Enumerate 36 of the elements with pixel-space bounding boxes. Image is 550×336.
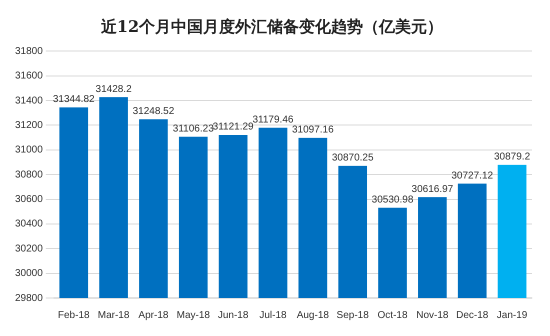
data-label: 30727.12 [451, 170, 494, 182]
x-tick-label: Nov-18 [416, 310, 449, 321]
y-tick-label: 30400 [14, 218, 44, 230]
data-label: 31097.16 [292, 124, 334, 136]
x-tick-label: Oct-18 [378, 310, 408, 321]
data-label: 31106.23 [172, 124, 214, 135]
x-tick-label: Feb-18 [58, 310, 90, 321]
x-tick-label: Sep-18 [336, 310, 370, 321]
y-tick-label: 30600 [14, 194, 44, 206]
data-label: 30530.98 [372, 194, 414, 206]
x-tick-label: Jul-18 [259, 310, 288, 321]
y-tick-label: 29800 [14, 292, 44, 304]
x-tick-label: Aug-18 [296, 310, 330, 321]
data-label: 31248.52 [132, 106, 175, 118]
y-tick-label: 31400 [14, 95, 44, 106]
x-tick-label: Jun-18 [218, 310, 249, 321]
y-tick-label: 31000 [14, 144, 44, 156]
x-tick-label: May-18 [176, 310, 210, 321]
data-label: 30879.2 [494, 152, 531, 163]
y-tick-label: 30000 [14, 268, 44, 280]
x-tick-label: Dec-18 [456, 310, 489, 321]
chart-title: 近12个月中国月度外汇储备变化趋势（亿美元） [100, 16, 444, 36]
data-label: 31344.82 [52, 94, 96, 106]
x-tick-label: Jan-19 [496, 310, 528, 321]
y-tick-label: 31600 [14, 70, 44, 82]
data-label: 30616.97 [412, 184, 454, 195]
y-tick-label: 30200 [14, 243, 44, 254]
x-tick-label: Apr-18 [138, 310, 169, 321]
data-label: 31428.2 [96, 84, 132, 95]
y-tick-label: 31200 [14, 120, 44, 131]
data-label: 31179.46 [252, 114, 294, 126]
y-tick-label: 30800 [14, 169, 44, 180]
data-label: 31121.29 [212, 122, 254, 133]
x-tick-label: Mar-18 [98, 310, 130, 321]
data-label: 30870.25 [332, 152, 374, 164]
y-tick-label: 31800 [14, 46, 44, 57]
